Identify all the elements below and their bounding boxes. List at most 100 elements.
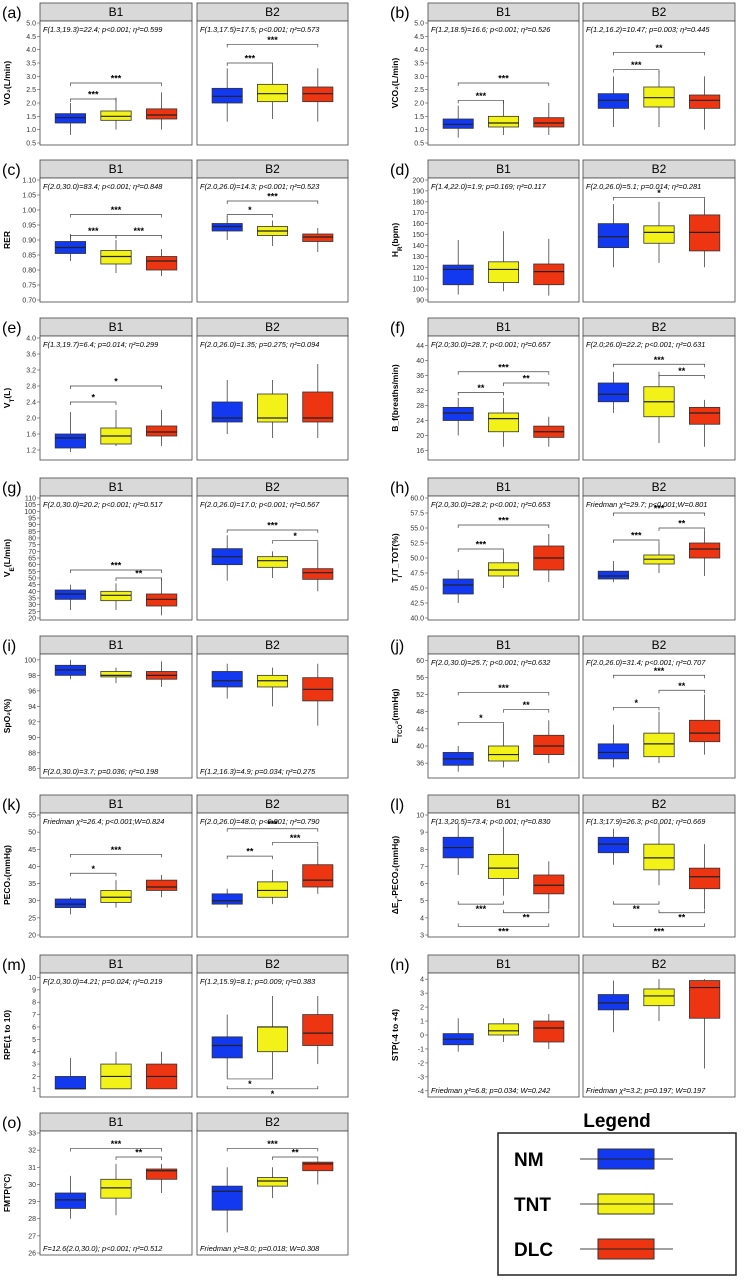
sig-bracket [503, 382, 550, 386]
y-tick-label: 27 [28, 1233, 36, 1240]
facet-title: B2 [265, 957, 280, 971]
y-tick-label: 1.5 [26, 114, 36, 121]
chart-o: (o) FMTP(°C) 26 27 28 29 30 31 32 33 B1 F=12.6(2.0,… [2, 1112, 349, 1258]
y-axis-label: ETCO₂(mmHg) [390, 688, 404, 743]
y-tick-label: 40 [28, 589, 36, 596]
panel-letter: (n) [390, 957, 410, 974]
facet-c-B1: B1 F(2.0,30.0)=83.4; p<0.001; η²=0.848 ***… [39, 159, 193, 303]
stat-text: F(2.0,26.0)=5.1; p=0.014; η²=0.281 [586, 182, 701, 191]
sig-label: *** [111, 1139, 122, 1149]
y-tick-label: 3.5 [414, 61, 424, 68]
sig-label: *** [654, 504, 665, 514]
stat-text: F(1.4,22.0)=1.9; p=0.169; η²=0.117 [431, 182, 547, 191]
sig-bracket [613, 197, 705, 201]
y-tick-label: 45 [28, 847, 36, 854]
facet-title: B2 [265, 1115, 280, 1129]
facet-d-B2: B2 F(2.0,26.0)=5.1; p=0.014; η²=0.281* [582, 159, 736, 303]
legend-entry-TNT: TNT [514, 1193, 673, 1216]
chart-n: (n) STP(-4 to +4) -4 -3 -2 -1 0 1 2 3 4 B1 Friedman … [390, 954, 736, 1098]
box-NM [54, 898, 87, 908]
sig-bracket [613, 707, 660, 711]
sig-label: *** [267, 1139, 278, 1149]
sig-label: * [657, 188, 661, 198]
y-tick-label: 92 [28, 719, 36, 726]
stat-text: F(2.0,30.0)=28.2; p<0.001; η²=0.653 [431, 500, 551, 509]
y-tick-label: 10 [416, 813, 424, 820]
facet-title: B1 [496, 638, 511, 652]
sig-label: *** [654, 666, 665, 676]
facet-c-B2: B2F(2.0,26.0)=14.3; p<0.001; η²=0.523***… [196, 159, 349, 303]
box-NM [211, 87, 243, 104]
facet-title: B1 [109, 1115, 124, 1129]
y-tick-label: 7 [420, 864, 424, 871]
y-tick-label: 25 [28, 915, 36, 922]
facet-d-B1: B1 F(1.4,22.0)=1.9; p=0.169; η²=0.117 [427, 159, 580, 303]
facet-title: B1 [496, 957, 511, 971]
box-DLC [302, 86, 334, 103]
y-tick-label: 40 [28, 864, 36, 871]
y-tick-label: 1.10 [22, 178, 36, 185]
y-tick-label: 2 [420, 1005, 424, 1012]
stat-text: F(2.0,30.0)=3.7; p=0.036; η²=0.198 [43, 767, 159, 776]
box-DLC [533, 1020, 565, 1043]
y-tick-label: 55.0 [410, 526, 424, 533]
stat-text: F(1.2,16.3)=4.9; p=0.034; η²=0.275 [200, 767, 316, 776]
legend-title: Legend [583, 1111, 651, 1132]
legend: Legend NM TNT DLC [497, 1111, 737, 1276]
y-tick-label: 9 [32, 987, 36, 994]
sig-label: *** [111, 561, 122, 571]
facet-f-B2: B2F(2.0;26.0)=22.2; p<0.001; η²=0.631***… [582, 317, 736, 461]
sig-bracket [226, 214, 273, 218]
box-NM [442, 578, 474, 595]
box-TNT [487, 115, 519, 128]
sig-bracket [658, 527, 705, 531]
y-axis-label: RER [2, 231, 12, 249]
y-tick-label: 0.5 [414, 141, 424, 148]
y-tick-label: 3 [32, 1062, 36, 1069]
y-tick-label: 5 [32, 1037, 36, 1044]
box-NM [54, 113, 87, 124]
facet-title: B1 [496, 162, 511, 176]
y-tick-label: 200 [412, 178, 424, 185]
stat-text: F(2.0,30.0)=25.7; p<0.001; η²=0.632 [431, 658, 550, 667]
box-NM [597, 743, 630, 760]
y-tick-label: 28 [28, 1216, 36, 1223]
sig-bracket [115, 235, 162, 239]
legend-label: DLC [514, 1240, 553, 1261]
facet-title: B2 [652, 480, 667, 494]
stat-text: F(1.3,17.5)=17.5; p<0.001; η²=0.573 [200, 25, 320, 34]
chart-j: (j) ETCO₂(mmHg) 36 40 44 48 52 56 60 B1 F(2.0,30.0… [390, 635, 736, 779]
y-tick-label: 3 [420, 991, 424, 998]
sig-bracket [70, 1148, 162, 1152]
box-TNT [487, 1023, 519, 1036]
stat-text: F(2.0,26.0)=17.0; p<0.001; η²=0.567 [200, 500, 320, 509]
sig-bracket [70, 854, 162, 858]
facet-title: B1 [109, 320, 124, 334]
y-tick-label: 130 [412, 254, 424, 261]
box-TNT [100, 110, 132, 121]
stat-text: F(1.3,20.5)=73.4; p<0.001; η²=0.830 [431, 817, 551, 826]
stat-text: F(1.3,19.3)=22.4; p<0.001; η²=0.599 [43, 25, 162, 34]
sig-bracket [613, 923, 705, 927]
sig-bracket [70, 98, 117, 102]
sig-label: *** [654, 926, 665, 936]
sig-label: *** [267, 35, 278, 45]
box-TNT [487, 261, 519, 283]
sig-bracket [70, 401, 117, 405]
y-tick-label: 110 [413, 276, 424, 283]
panel-letter: (f) [390, 320, 405, 337]
box-TNT [100, 671, 132, 678]
box-TNT [256, 393, 288, 423]
sig-bracket [658, 909, 705, 914]
box-TNT [256, 556, 288, 568]
box-NM [211, 1036, 243, 1059]
y-tick-label: 88 [28, 750, 36, 757]
y-tick-label: 48 [416, 709, 424, 716]
y-tick-label: 20 [28, 616, 36, 623]
y-tick-label: 140 [412, 243, 424, 250]
box-DLC [302, 1161, 334, 1172]
y-tick-label: 40.0 [410, 616, 424, 623]
sig-bracket [226, 855, 273, 860]
box-TNT [643, 86, 675, 108]
